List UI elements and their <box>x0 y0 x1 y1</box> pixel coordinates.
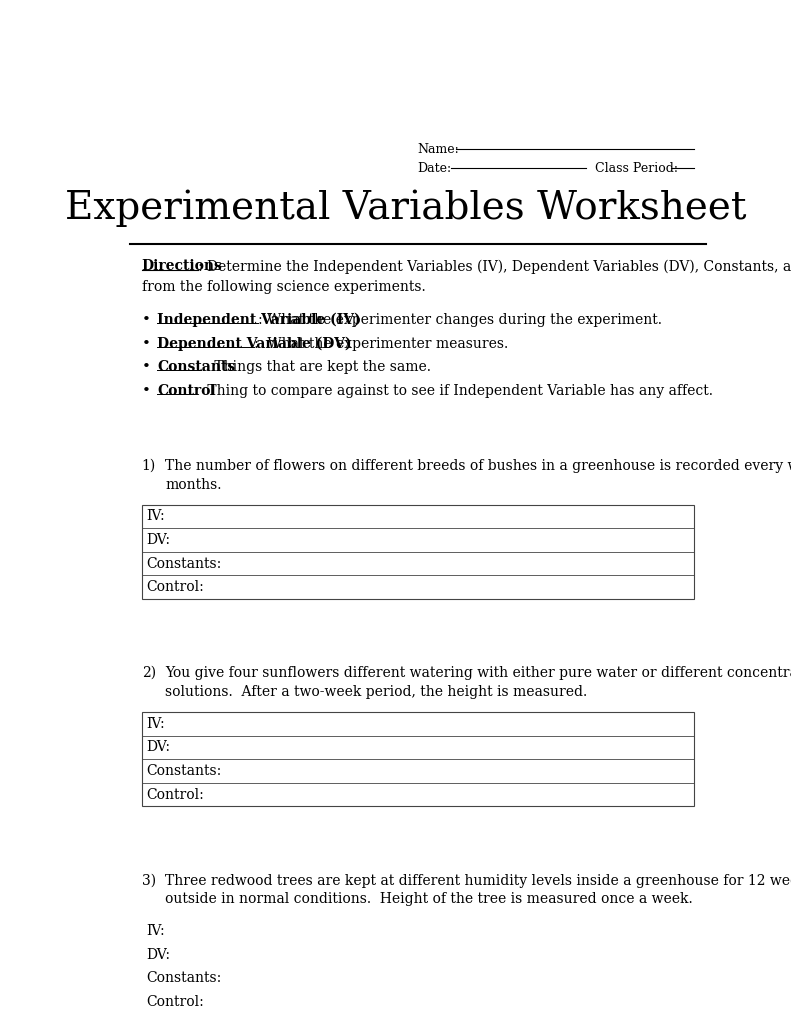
Text: DV:: DV: <box>146 740 171 755</box>
Text: : Determine the Independent Variables (IV), Dependent Variables (DV), Constants,: : Determine the Independent Variables (I… <box>199 259 791 273</box>
Text: IV:: IV: <box>146 509 165 523</box>
Bar <box>142 712 694 807</box>
Text: 1): 1) <box>142 459 156 473</box>
Text: Class Period:: Class Period: <box>596 162 679 174</box>
Text: Experimental Variables Worksheet: Experimental Variables Worksheet <box>65 189 746 227</box>
Text: from the following science experiments.: from the following science experiments. <box>142 280 426 294</box>
Text: Date:: Date: <box>418 162 452 174</box>
Bar <box>142 505 694 599</box>
Text: Independent Variable (IV): Independent Variable (IV) <box>157 313 361 328</box>
Text: Constants:: Constants: <box>146 557 222 570</box>
Bar <box>142 920 694 1014</box>
Text: :  What the experimenter measures.: : What the experimenter measures. <box>254 337 509 350</box>
Text: outside in normal conditions.  Height of the tree is measured once a week.: outside in normal conditions. Height of … <box>165 893 693 906</box>
Text: IV:: IV: <box>146 924 165 938</box>
Text: Directions: Directions <box>142 259 222 273</box>
Text: :  Things that are kept the same.: : Things that are kept the same. <box>201 360 431 374</box>
Text: IV:: IV: <box>146 717 165 731</box>
Text: DV:: DV: <box>146 948 171 962</box>
Text: : What the experimenter changes during the experiment.: : What the experimenter changes during t… <box>259 313 662 327</box>
Text: Control:: Control: <box>146 787 204 802</box>
Text: The number of flowers on different breeds of bushes in a greenhouse is recorded : The number of flowers on different breed… <box>165 459 791 473</box>
Text: •: • <box>142 313 150 327</box>
Text: Name:: Name: <box>418 142 460 156</box>
Text: •: • <box>142 384 150 398</box>
Text: Control: Control <box>157 384 216 398</box>
Text: Three redwood trees are kept at different humidity levels inside a greenhouse fo: Three redwood trees are kept at differen… <box>165 873 791 888</box>
Text: 2): 2) <box>142 667 156 680</box>
Text: •: • <box>142 337 150 350</box>
Text: months.: months. <box>165 477 221 492</box>
Text: 3): 3) <box>142 873 156 888</box>
Text: solutions.  After a two-week period, the height is measured.: solutions. After a two-week period, the … <box>165 685 588 699</box>
Text: Constants: Constants <box>157 360 236 374</box>
Text: Control:: Control: <box>146 581 204 594</box>
Text: DV:: DV: <box>146 532 171 547</box>
Text: You give four sunflowers different watering with either pure water or different : You give four sunflowers different water… <box>165 667 791 680</box>
Text: Dependent Variable (DV): Dependent Variable (DV) <box>157 337 352 351</box>
Text: Constants:: Constants: <box>146 764 222 778</box>
Text: Constants:: Constants: <box>146 972 222 985</box>
Text: Control:: Control: <box>146 995 204 1009</box>
Text: :  Thing to compare against to see if Independent Variable has any affect.: : Thing to compare against to see if Ind… <box>194 384 713 398</box>
Text: •: • <box>142 360 150 374</box>
